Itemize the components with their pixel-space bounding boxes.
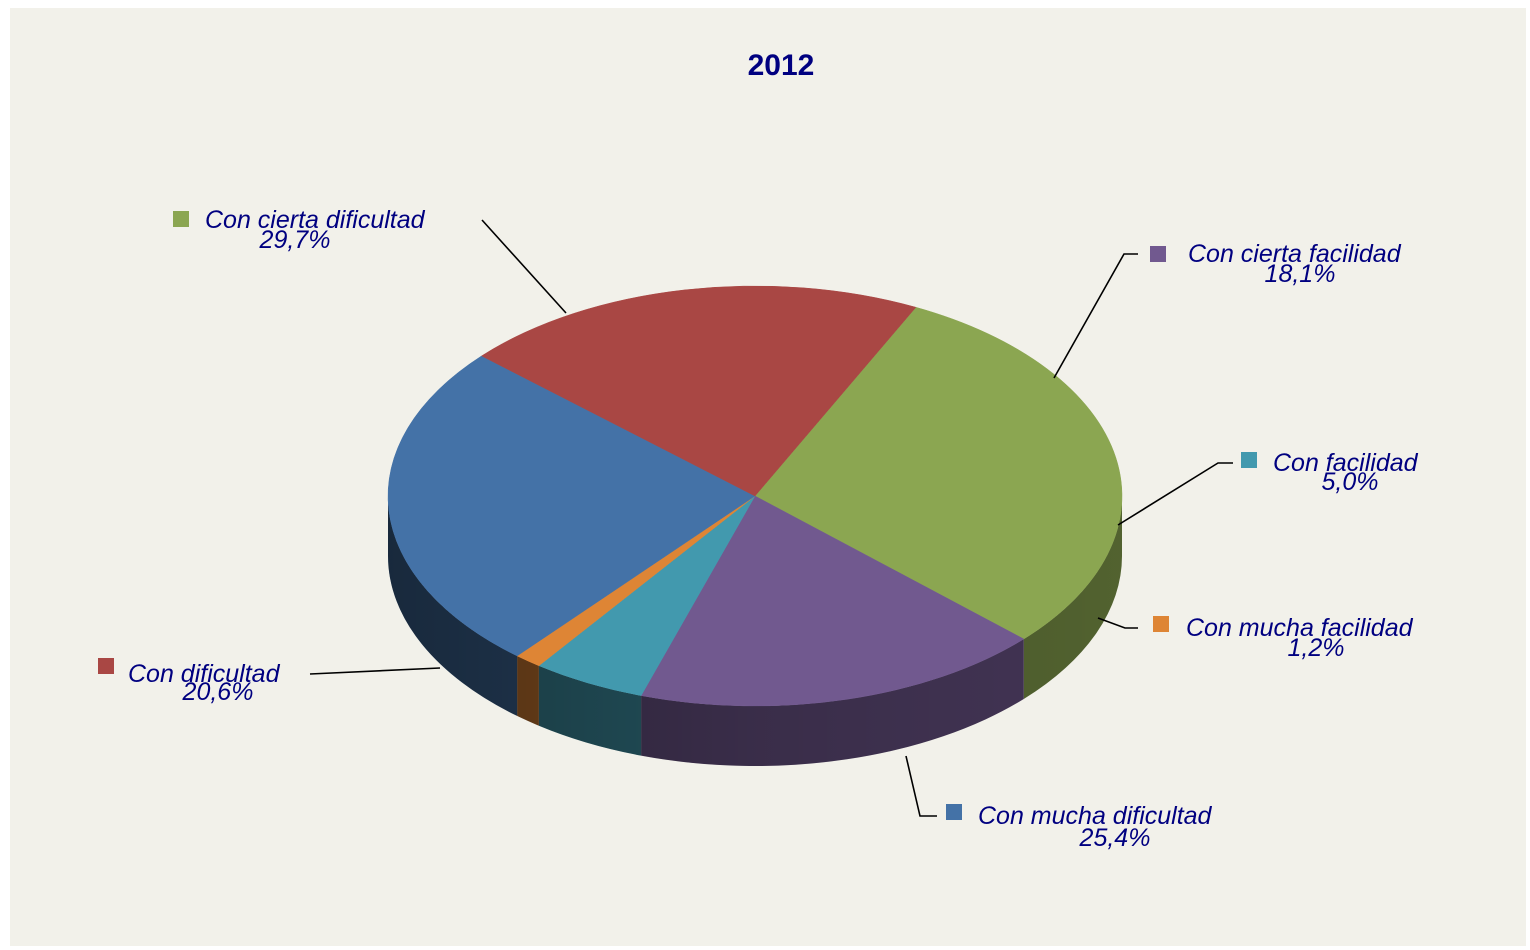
pie-slice-con-mucha-dificultad — [387, 355, 756, 657]
slice-label-con-cierta-facilidad: Con cierta facilidad — [1188, 240, 1402, 268]
slice-value-con-cierta-facilidad: 18,1% — [1265, 260, 1336, 288]
slice-value-con-cierta-dificultad: 29,7% — [259, 226, 331, 254]
leader-line-con-mucha-dificultad — [905, 755, 937, 817]
label-marker-con-facilidad — [1241, 452, 1257, 468]
label-marker-con-cierta-facilidad — [1150, 246, 1166, 262]
slice-value-con-mucha-dificultad: 25,4% — [1079, 824, 1151, 852]
label-marker-con-dificultad — [98, 658, 114, 674]
slice-label-con-facilidad: Con facilidad — [1273, 449, 1419, 477]
leader-line-con-dificultad — [309, 667, 441, 675]
slice-label-con-mucha-facilidad: Con mucha facilidad — [1186, 614, 1414, 642]
pie-top — [387, 285, 1123, 707]
pie-sides — [388, 496, 1122, 766]
pie-slice-con-cierta-facilidad — [640, 495, 1025, 707]
slice-value-con-dificultad: 20,6% — [182, 678, 254, 706]
pie-side-shading — [388, 496, 1122, 766]
leader-line-con-cierta-facilidad — [1053, 253, 1138, 379]
leader-line-con-mucha-facilidad — [1097, 617, 1138, 629]
slice-value-con-mucha-facilidad: 1,2% — [1288, 634, 1345, 662]
label-marker-con-mucha-dificultad — [946, 804, 962, 820]
pie-slice-con-cierta-dificultad — [754, 306, 1123, 640]
slice-label-con-mucha-dificultad: Con mucha dificultad — [978, 802, 1213, 830]
leader-line-con-facilidad — [1117, 462, 1233, 526]
leader-line-con-cierta-dificultad — [481, 219, 567, 314]
slice-label-con-cierta-dificultad: Con cierta dificultad — [205, 206, 426, 234]
label-marker-con-mucha-facilidad — [1153, 616, 1169, 632]
slice-value-con-facilidad: 5,0% — [1322, 468, 1379, 496]
label-marker-con-cierta-dificultad — [173, 211, 189, 227]
chart-title: 2012 — [748, 49, 815, 82]
chart-area: 2012 Con cierta dificultad 29,7% Con ciert… — [10, 8, 1526, 946]
pie-slice-con-dificultad — [481, 285, 917, 497]
slice-label-con-dificultad: Con dificultad — [128, 660, 281, 688]
